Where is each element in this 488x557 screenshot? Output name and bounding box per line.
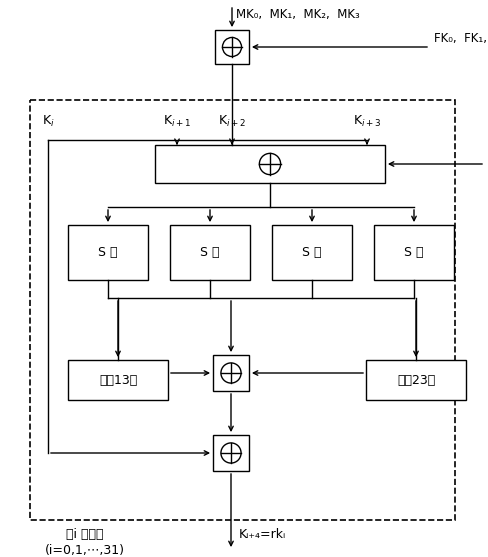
Text: 第i 轮迭代: 第i 轮迭代 — [66, 528, 103, 541]
Text: 左移23位: 左移23位 — [396, 374, 434, 387]
Bar — [373, 225, 453, 280]
Text: S 盒: S 盒 — [98, 246, 118, 259]
Text: FK₀,  FK₁,  FK₂,  FK₃: FK₀, FK₁, FK₂, FK₃ — [433, 32, 488, 45]
Text: 左移13位: 左移13位 — [99, 374, 137, 387]
Bar — [215, 30, 248, 64]
Text: S 盒: S 盒 — [200, 246, 219, 259]
Text: CKᵢ: CKᵢ — [487, 149, 488, 162]
Bar — [68, 360, 168, 400]
Bar — [213, 355, 248, 391]
Text: (i=0,1,⋯,31): (i=0,1,⋯,31) — [45, 544, 125, 557]
Text: Kᵢ₊₄=rkᵢ: Kᵢ₊₄=rkᵢ — [239, 528, 285, 541]
Text: MK₀,  MK₁,  MK₂,  MK₃: MK₀, MK₁, MK₂, MK₃ — [236, 8, 359, 21]
Text: S 盒: S 盒 — [404, 246, 423, 259]
Bar — [170, 225, 249, 280]
Bar — [365, 360, 465, 400]
Bar — [271, 225, 351, 280]
Bar — [30, 100, 454, 520]
Text: K$_{i+2}$: K$_{i+2}$ — [218, 114, 245, 129]
Text: K$_{i+3}$: K$_{i+3}$ — [352, 114, 381, 129]
Text: S 盒: S 盒 — [302, 246, 321, 259]
Bar — [68, 225, 148, 280]
Bar — [155, 145, 384, 183]
Text: K$_{i+1}$: K$_{i+1}$ — [163, 114, 191, 129]
Text: K$_i$: K$_i$ — [41, 114, 54, 129]
Bar — [213, 435, 248, 471]
